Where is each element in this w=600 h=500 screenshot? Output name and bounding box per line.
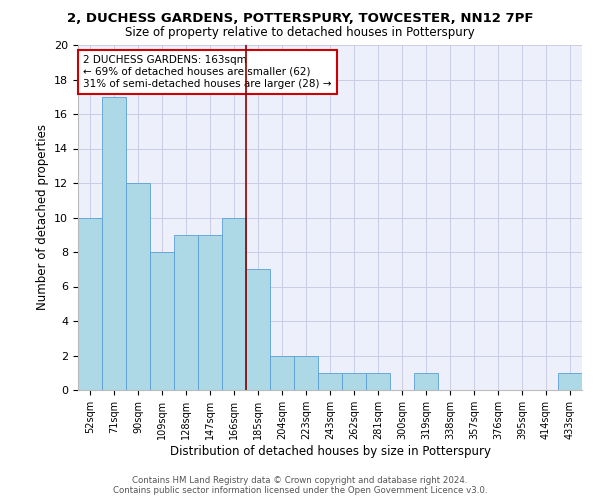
- Bar: [414, 373, 438, 390]
- Bar: [222, 218, 246, 390]
- Text: 2 DUCHESS GARDENS: 163sqm
← 69% of detached houses are smaller (62)
31% of semi-: 2 DUCHESS GARDENS: 163sqm ← 69% of detac…: [83, 56, 332, 88]
- Bar: [102, 97, 126, 390]
- Bar: [150, 252, 174, 390]
- Bar: [198, 235, 222, 390]
- Bar: [558, 373, 582, 390]
- Text: Contains HM Land Registry data © Crown copyright and database right 2024.
Contai: Contains HM Land Registry data © Crown c…: [113, 476, 487, 495]
- Bar: [270, 356, 294, 390]
- Bar: [366, 373, 390, 390]
- Bar: [126, 183, 150, 390]
- Bar: [318, 373, 342, 390]
- Bar: [342, 373, 366, 390]
- Bar: [78, 218, 102, 390]
- Text: Size of property relative to detached houses in Potterspury: Size of property relative to detached ho…: [125, 26, 475, 39]
- X-axis label: Distribution of detached houses by size in Potterspury: Distribution of detached houses by size …: [170, 444, 491, 458]
- Bar: [246, 269, 270, 390]
- Text: 2, DUCHESS GARDENS, POTTERSPURY, TOWCESTER, NN12 7PF: 2, DUCHESS GARDENS, POTTERSPURY, TOWCEST…: [67, 12, 533, 26]
- Bar: [294, 356, 318, 390]
- Bar: [174, 235, 198, 390]
- Y-axis label: Number of detached properties: Number of detached properties: [35, 124, 49, 310]
